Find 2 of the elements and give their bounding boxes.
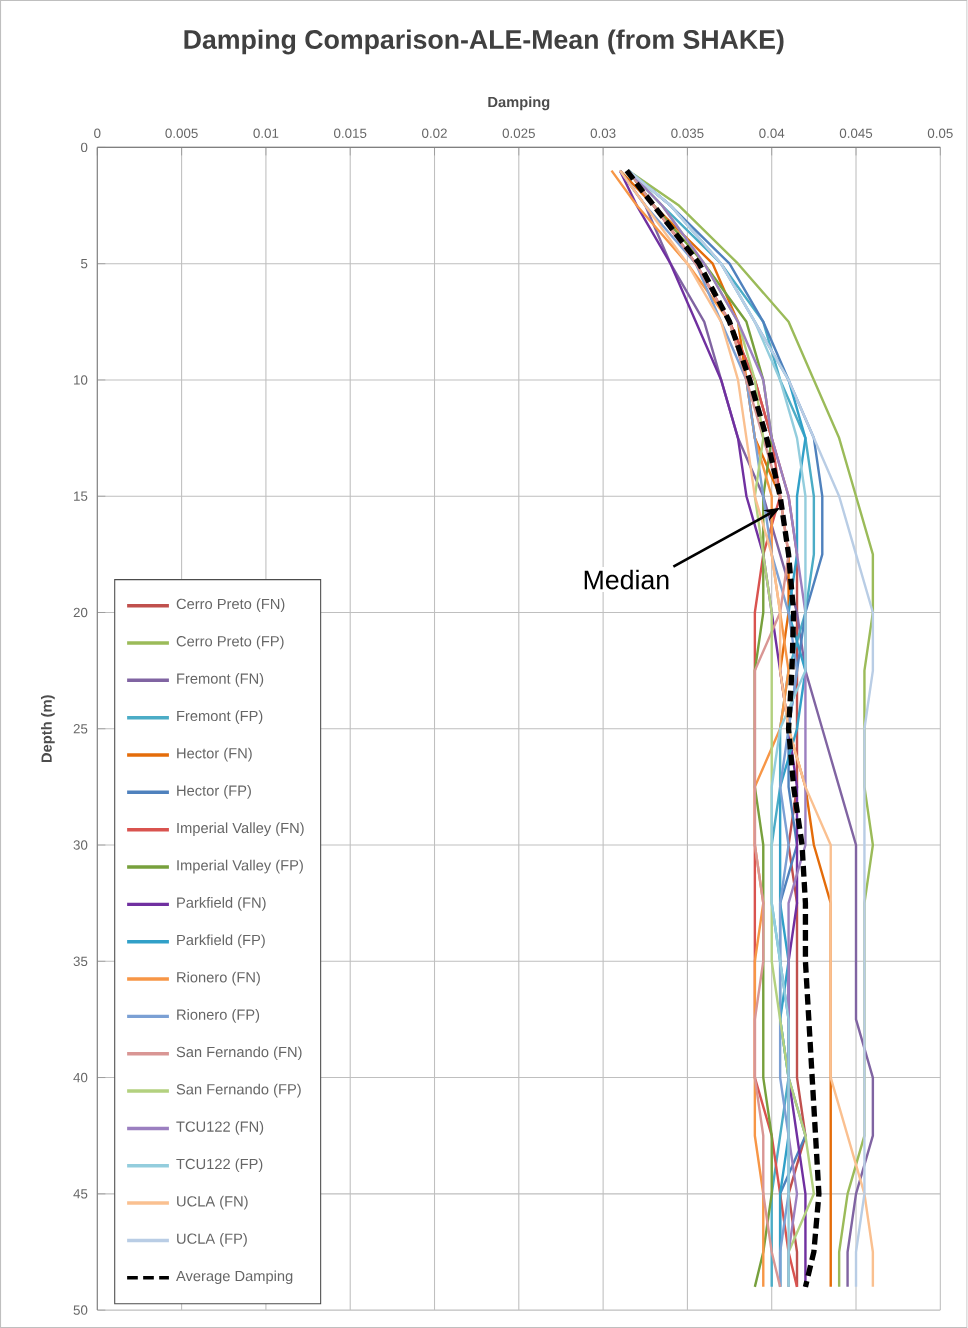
chart-title: Damping Comparison-ALE-Mean (from SHAKE)	[184, 29, 784, 55]
annotation: Median	[584, 569, 669, 590]
